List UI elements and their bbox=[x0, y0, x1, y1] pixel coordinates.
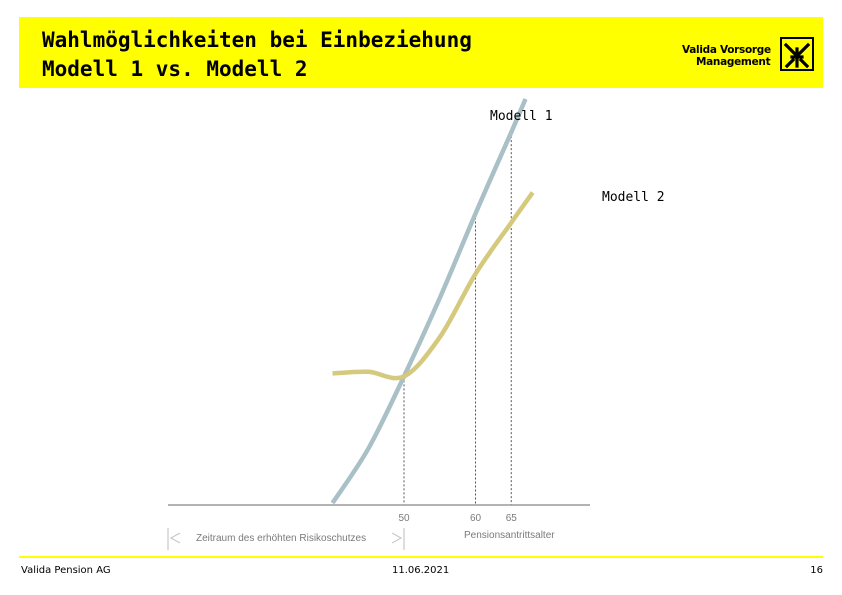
x-axis-label: Pensionsantrittsalter bbox=[464, 530, 555, 541]
series-label-modell-2: Modell 2 bbox=[602, 190, 665, 205]
series-lines bbox=[330, 98, 535, 505]
footer-divider bbox=[19, 556, 823, 558]
raiffeisen-gable-cross-icon bbox=[780, 37, 814, 71]
footer-company: Valida Pension AG bbox=[21, 565, 111, 576]
x-tick-label-60: 60 bbox=[470, 513, 482, 524]
guide-lines bbox=[403, 132, 512, 505]
x-tick-label-65: 65 bbox=[506, 513, 518, 524]
logo-line-1: Valida Vorsorge bbox=[682, 44, 771, 56]
page-number: 16 bbox=[810, 565, 823, 576]
range-arrow-left bbox=[169, 532, 181, 544]
series-line-modell-2 bbox=[332, 191, 535, 381]
header-bar: Wahlmöglichkeiten bei Einbeziehung Model… bbox=[19, 17, 823, 88]
company-logo: Valida Vorsorge Management bbox=[682, 37, 814, 71]
range-arrow-right bbox=[391, 532, 403, 544]
series-line-modell-1 bbox=[330, 98, 528, 505]
title-line-1: Wahlmöglichkeiten bei Einbeziehung bbox=[42, 28, 472, 52]
range-annotation-label: Zeitraum des erhöhten Risikoschutzes bbox=[196, 533, 366, 544]
range-annotation: Zeitraum des erhöhten Risikoschutzes bbox=[167, 528, 405, 550]
series-label-modell-1: Modell 1 bbox=[490, 109, 553, 124]
series-labels: Modell 1 Modell 2 bbox=[490, 109, 665, 205]
logo-line-2: Management bbox=[696, 56, 771, 68]
slide-title: Wahlmöglichkeiten bei Einbeziehung Model… bbox=[42, 26, 472, 84]
title-line-2: Modell 1 vs. Modell 2 bbox=[42, 57, 308, 81]
x-tick-label-50: 50 bbox=[398, 513, 410, 524]
logo-text: Valida Vorsorge Management bbox=[682, 44, 771, 68]
footer-date: 11.06.2021 bbox=[392, 565, 450, 576]
x-tick-labels: 50 60 65 bbox=[398, 513, 517, 524]
